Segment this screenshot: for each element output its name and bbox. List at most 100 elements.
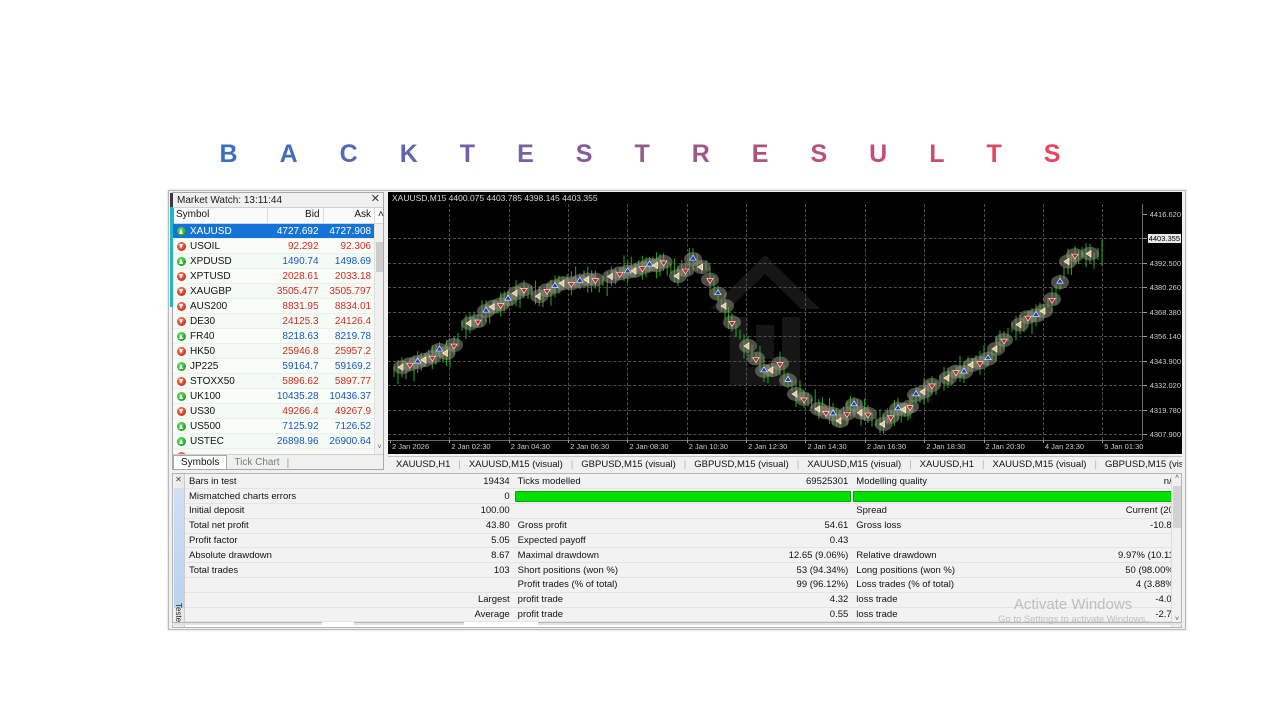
scroll-up-icon[interactable]: ˄ [378, 209, 384, 220]
time-axis-tick [686, 440, 688, 443]
time-axis-label: 2 Jan 2026 [392, 442, 430, 451]
symbol-cell: USTEC [173, 436, 268, 447]
report-value: 5.05 [429, 533, 514, 549]
symbol-name: JP225 [190, 360, 219, 372]
market-watch-row[interactable]: US500 7125.92 7126.52 [173, 419, 383, 434]
ask-cell: 2033.18 [334, 270, 372, 282]
market-watch-rows: XAUUSD 4727.692 4727.908 USOIL 92.292 92.306 X… [173, 224, 383, 454]
report-label: Expected payoff [513, 533, 763, 549]
report-value: 4 (3.88%) [1081, 577, 1181, 593]
scrollbar-thumb[interactable] [376, 242, 383, 272]
report-table-container[interactable]: Bars in test 19434 Ticks modelled 69525301 M… [185, 474, 1181, 627]
tab-divider: | [796, 459, 800, 470]
report-table-body: Bars in test 19434 Ticks modelled 69525301 M… [185, 474, 1181, 623]
symbol-cell: XAUUSD [173, 226, 268, 237]
market-watch-row[interactable]: XPTUSD 2028.61 2033.18 [173, 269, 383, 284]
chart-tab[interactable]: GBPUSD,M15 (visual) [1104, 459, 1182, 470]
symbol-cell: AUS200 [173, 301, 268, 312]
bid-cell: 25946.8 [282, 345, 319, 357]
arrow-down-icon [177, 241, 186, 251]
column-header-bid[interactable]: Bid [268, 208, 324, 223]
column-header-symbol[interactable]: Symbol [173, 208, 269, 223]
chart-tab[interactable]: XAUUSD,M15 (visual) [468, 459, 563, 470]
chart-tab[interactable]: GBPUSD,M15 (visual) [694, 459, 789, 470]
market-watch-row[interactable]: XAUGBP 3505.477 3505.797 [173, 284, 383, 299]
close-icon[interactable]: ✕ [370, 193, 380, 205]
arrow-up-icon [177, 361, 186, 371]
scroll-up-icon[interactable]: ˄ [1174, 474, 1180, 481]
chart-tab[interactable]: XAUUSD,H1 [396, 459, 451, 470]
report-value: 53 (94.34%) [762, 562, 853, 579]
market-watch-row[interactable]: FR40 8218.63 8219.78 [173, 329, 383, 344]
scrollbar-thumb[interactable] [1173, 486, 1181, 528]
close-icon[interactable]: ✕ [175, 475, 182, 484]
column-header-ask[interactable]: Ask [324, 208, 376, 223]
market-watch-row[interactable]: XPDUSD 1490.74 1498.69 [173, 254, 383, 269]
gridline-vertical [983, 204, 985, 440]
modelling-quality-bar [514, 490, 852, 502]
bid-cell: 10435.28 [276, 390, 319, 402]
market-watch-row[interactable]: XAUUSD 4727.692 4727.908 [173, 224, 383, 239]
symbol-name: AUS200 [190, 300, 228, 312]
market-watch-row-partial[interactable] [173, 449, 383, 454]
symbol-name: US500 [190, 420, 221, 432]
chart-tab[interactable]: XAUUSD,M15 (visual) [807, 459, 902, 470]
symbol-cell: HK50 [173, 346, 268, 357]
report-scrollbar[interactable]: ˄ ˅ [1171, 474, 1181, 627]
market-watch-row[interactable]: AUS200 8831.95 8834.01 [173, 299, 383, 314]
report-label: Total trades [185, 562, 430, 579]
price-axis-label: 4403.355 [1147, 234, 1181, 244]
chart-tab[interactable]: XAUUSD,M15 (visual) [992, 459, 1087, 470]
title-letter: L [929, 140, 945, 168]
arrow-down-icon [177, 301, 186, 311]
report-table: Bars in test 19434 Ticks modelled 69525301 M… [185, 474, 1181, 623]
market-watch-tab-symbols[interactable]: Symbols [173, 455, 228, 469]
report-value: 4.32 [762, 592, 853, 608]
window-edge-accent [170, 207, 174, 307]
time-axis-tick [746, 440, 748, 443]
symbol-name: USTEC [190, 435, 224, 447]
price-axis-label: 4356.140 [1149, 332, 1181, 342]
report-label: Total net profit [185, 518, 430, 534]
price-axis[interactable]: 4416.620 4403.355 4392.500 4380.260 4368.380… [1142, 204, 1182, 440]
tester-tab-label[interactable]: Tester [174, 603, 183, 625]
chart-tab-bar: XAUUSD,H1 | XAUUSD,M15 (visual) | GBPUSD,M15… [388, 456, 1182, 472]
market-watch-row[interactable]: HK50 25946.8 25957.2 [173, 344, 383, 359]
scroll-down-icon[interactable]: ˅ [377, 444, 382, 451]
market-watch-row[interactable]: DE30 24125.3 24126.4 [173, 314, 383, 329]
arrow-down-icon [177, 451, 186, 454]
gridline-horizontal [388, 409, 1142, 411]
title-letter: S [1043, 140, 1061, 168]
time-axis[interactable]: 2 Jan 2026 2 Jan 02:30 2 Jan 04:30 2 Jan 06… [388, 440, 1144, 454]
market-watch-row[interactable]: STOXX50 5896.62 5897.77 [173, 374, 383, 389]
bid-cell: 8218.63 [282, 330, 319, 342]
tab-divider: | [1094, 459, 1097, 470]
market-watch-row[interactable]: JP225 59164.7 59169.2 [173, 359, 383, 374]
title-letter: A [279, 140, 298, 168]
gridline-horizontal [388, 360, 1142, 362]
ask-cell: 10436.37 [329, 390, 372, 402]
market-watch-row[interactable]: USTEC 26898.96 26900.64 [173, 434, 383, 449]
arrow-up-icon [177, 256, 186, 266]
title-letter: S [810, 140, 828, 168]
scroll-down-icon[interactable]: ˅ [1174, 616, 1180, 623]
price-chart[interactable]: XAUUSD,M15 4400.075 4403.785 4398.145 44… [388, 192, 1182, 454]
ask-cell: 24126.4 [334, 315, 372, 327]
time-axis-label: 5 Jan 01:30 [1104, 442, 1144, 451]
chart-tab[interactable]: GBPUSD,M15 (visual) [581, 459, 676, 470]
symbol-name: STOXX50 [190, 375, 235, 387]
chart-tab[interactable]: XAUUSD,H1 [919, 459, 975, 470]
symbol-name: DE30 [190, 315, 216, 327]
title-letter: R [691, 140, 710, 168]
chart-plot-area[interactable] [388, 204, 1142, 440]
market-watch-row[interactable]: UK100 10435.28 10436.37 [173, 389, 383, 404]
report-label [852, 533, 1082, 549]
market-watch-row[interactable]: USOIL 92.292 92.306 [173, 239, 383, 254]
market-watch-row[interactable]: US30 49266.4 49267.9 [173, 404, 383, 419]
time-axis-tick [449, 440, 451, 443]
market-watch-scrollbar[interactable]: ˅ [374, 224, 383, 454]
market-watch-tab-tick-chart[interactable]: Tick Chart [234, 457, 280, 468]
symbol-cell: FR40 [173, 331, 268, 342]
symbol-cell: JP225 [173, 361, 268, 372]
